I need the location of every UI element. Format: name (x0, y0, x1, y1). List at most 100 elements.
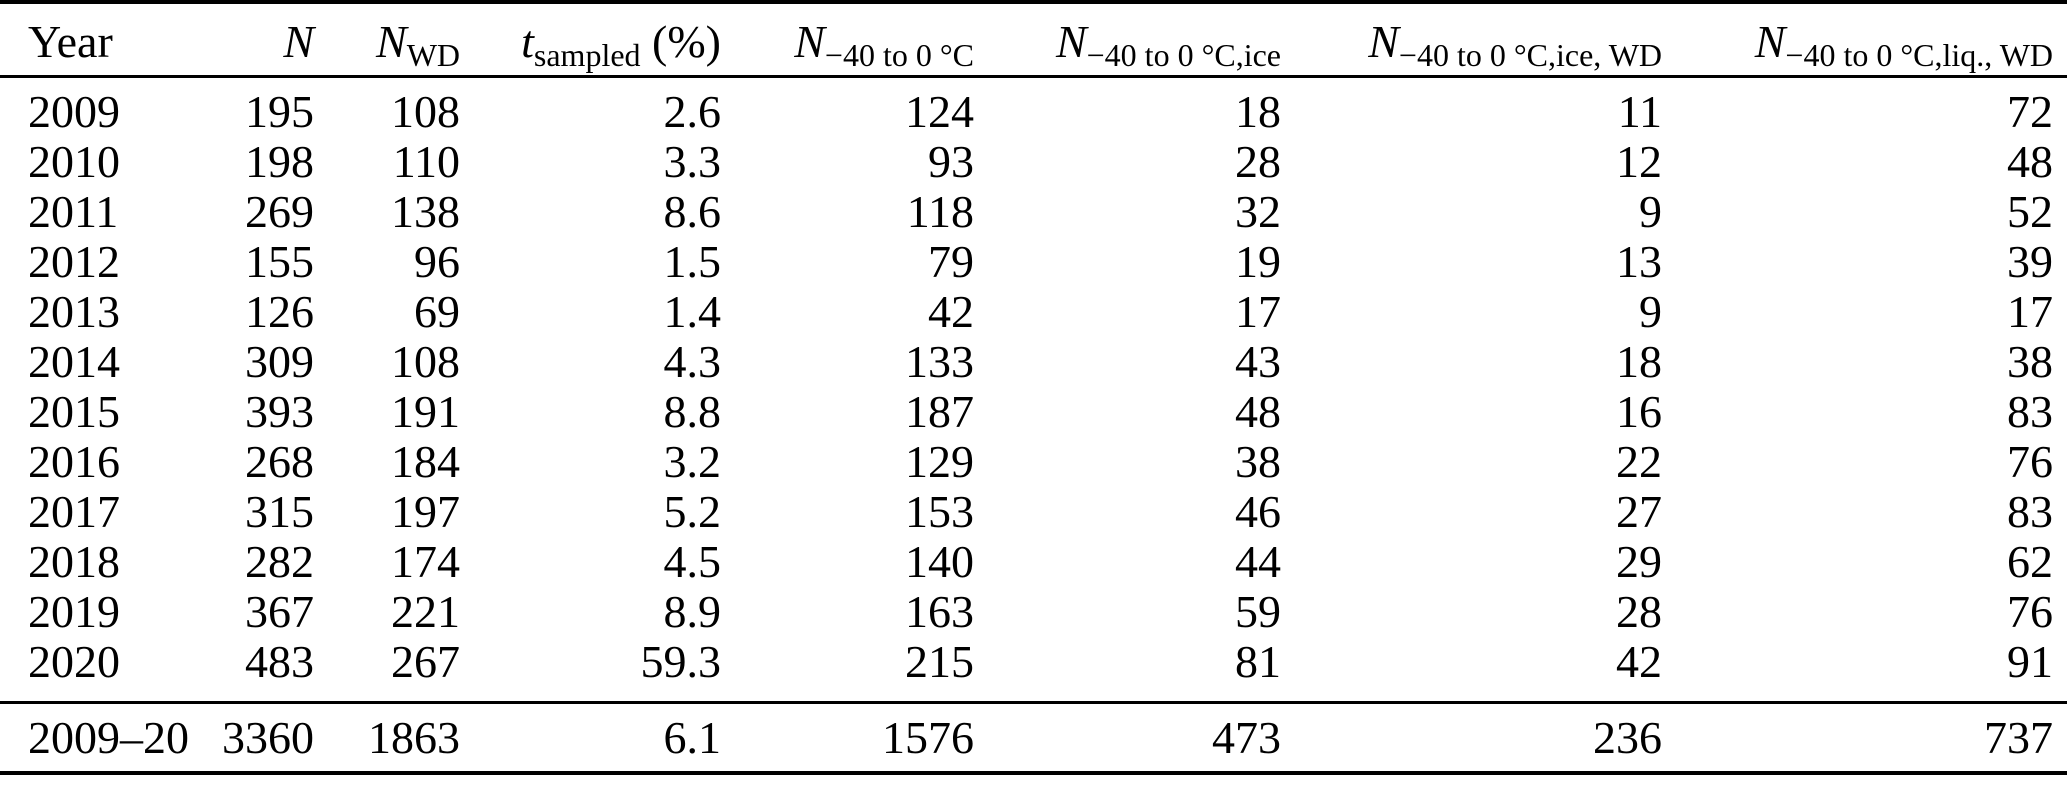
cell-t-sampled: 1.5 (663, 235, 722, 287)
cell-n-range-liq-wd: 39 (2007, 235, 2053, 287)
cell-t-sampled: 4.5 (663, 535, 722, 587)
cell-n-range-liq-wd: 48 (2007, 135, 2053, 187)
cell-n-wd: 191 (391, 385, 460, 437)
cell-n-range-ice-wd: 27 (1616, 485, 1662, 537)
cell-n-range: 93 (928, 135, 974, 187)
cell-n-range-liq-wd: 76 (2007, 435, 2053, 487)
cell-year: 2013 (28, 285, 120, 337)
cell-n: 268 (245, 435, 314, 487)
cell-t-sampled: 4.3 (663, 335, 722, 387)
cell-n: 393 (245, 385, 314, 437)
total-cell-n: 3360 (222, 711, 314, 763)
cell-n-range-ice-wd: 9 (1639, 285, 1662, 337)
cell-n: 198 (245, 135, 314, 187)
total-cell-n-range-ice: 473 (1212, 711, 1281, 763)
cell-n: 483 (245, 635, 314, 687)
cell-n-range-ice: 43 (1235, 335, 1281, 387)
total-cell-n-range-ice-wd: 236 (1593, 711, 1662, 763)
cell-n-range: 118 (906, 185, 974, 237)
table-row-2014: 2014 309 108 4.3 133 43 18 38 (0, 335, 2067, 387)
table-row-2009: 2009 195 108 2.6 124 18 11 72 (0, 76, 2067, 137)
cell-n-range-liq-wd: 91 (2007, 635, 2053, 687)
cell-n-range: 42 (928, 285, 974, 337)
cell-n-range-ice-wd: 42 (1616, 635, 1662, 687)
cell-n-wd: 221 (391, 585, 460, 637)
column-header-n-wd: NWD (376, 15, 460, 73)
cell-n-range-ice-wd: 28 (1616, 585, 1662, 637)
cell-n-wd: 138 (391, 185, 460, 237)
cell-n-range-ice-wd: 22 (1616, 435, 1662, 487)
cell-n-wd: 174 (391, 535, 460, 587)
cell-n: 309 (245, 335, 314, 387)
cell-n-range-liq-wd: 38 (2007, 335, 2053, 387)
cell-n-range-liq-wd: 83 (2007, 485, 2053, 537)
cell-n-range: 79 (928, 235, 974, 287)
cell-n-wd: 267 (391, 635, 460, 687)
column-header-n: N (283, 15, 314, 67)
cell-t-sampled: 59.3 (640, 635, 722, 687)
header-row: Year N NWD tsampled (%) N−40 to 0 °C N−40 to … (0, 2, 2067, 76)
total-row: 2009–20 3360 1863 6.1 1576 473 236 737 (0, 702, 2067, 773)
cell-n: 367 (245, 585, 314, 637)
total-cell-t-sampled: 6.1 (663, 711, 722, 763)
column-header-n-range-liq-wd: N−40 to 0 °C,liq., WD (1754, 15, 2053, 73)
cell-n-range-liq-wd: 17 (2007, 285, 2053, 337)
cell-n: 126 (245, 285, 314, 337)
cell-n-range-ice: 18 (1235, 85, 1281, 137)
cell-t-sampled: 3.3 (663, 135, 722, 187)
cell-t-sampled: 2.6 (663, 85, 722, 137)
cell-n-range: 187 (905, 385, 974, 437)
cell-n-wd: 110 (392, 135, 460, 187)
column-header-n-range-ice-wd: N−40 to 0 °C,ice, WD (1368, 15, 1662, 73)
column-header-t-sampled: tsampled (%) (521, 15, 721, 73)
cell-n-range-ice: 28 (1235, 135, 1281, 187)
table-row-2019: 2019 367 221 8.9 163 59 28 76 (0, 585, 2067, 637)
cell-year: 2015 (28, 385, 120, 437)
cell-year: 2012 (28, 235, 120, 287)
cell-year: 2019 (28, 585, 120, 637)
cell-year: 2014 (28, 335, 120, 387)
cell-year: 2011 (28, 185, 119, 237)
cell-n: 315 (245, 485, 314, 537)
cell-n-range-ice: 38 (1235, 435, 1281, 487)
table-header: Year N NWD tsampled (%) N−40 to 0 °C N−40 to … (0, 2, 2067, 76)
cell-n-range-ice: 81 (1235, 635, 1281, 687)
table-footer: 2009–20 3360 1863 6.1 1576 473 236 737 (0, 702, 2067, 773)
cell-n-range-ice: 46 (1235, 485, 1281, 537)
cell-t-sampled: 1.4 (663, 285, 722, 337)
cell-n-range: 153 (905, 485, 974, 537)
table-row-2010: 2010 198 110 3.3 93 28 12 48 (0, 135, 2067, 187)
cell-n-wd: 108 (391, 85, 460, 137)
cell-n-range-ice-wd: 9 (1639, 185, 1662, 237)
cell-n-range: 129 (905, 435, 974, 487)
cell-n-range: 163 (905, 585, 974, 637)
total-cell-n-range-liq-wd: 737 (1984, 711, 2053, 763)
cell-year: 2017 (28, 485, 120, 537)
cell-year: 2018 (28, 535, 120, 587)
cell-year: 2020 (28, 635, 120, 687)
table-row-2016: 2016 268 184 3.2 129 38 22 76 (0, 435, 2067, 487)
cell-t-sampled: 5.2 (663, 485, 722, 537)
cell-n-range: 133 (905, 335, 974, 387)
cell-n-range-liq-wd: 83 (2007, 385, 2053, 437)
cell-n-wd: 184 (391, 435, 460, 487)
cell-n-range-ice: 48 (1235, 385, 1281, 437)
cell-n-range-ice-wd: 16 (1616, 385, 1662, 437)
cell-t-sampled: 8.8 (663, 385, 722, 437)
cell-n-range-liq-wd: 52 (2007, 185, 2053, 237)
cell-t-sampled: 8.6 (663, 185, 722, 237)
cell-n-range-ice: 17 (1235, 285, 1281, 337)
cell-n: 269 (245, 185, 314, 237)
cell-n-range-ice: 19 (1235, 235, 1281, 287)
cell-n-wd: 96 (414, 235, 460, 287)
cell-n-range-liq-wd: 62 (2007, 535, 2053, 587)
cell-year: 2009 (28, 85, 120, 137)
cell-n-range-ice: 59 (1235, 585, 1281, 637)
cell-n: 195 (245, 85, 314, 137)
cell-t-sampled: 8.9 (663, 585, 722, 637)
cell-n-range-ice: 32 (1235, 185, 1281, 237)
cell-t-sampled: 3.2 (663, 435, 722, 487)
cell-n-range-ice: 44 (1235, 535, 1281, 587)
